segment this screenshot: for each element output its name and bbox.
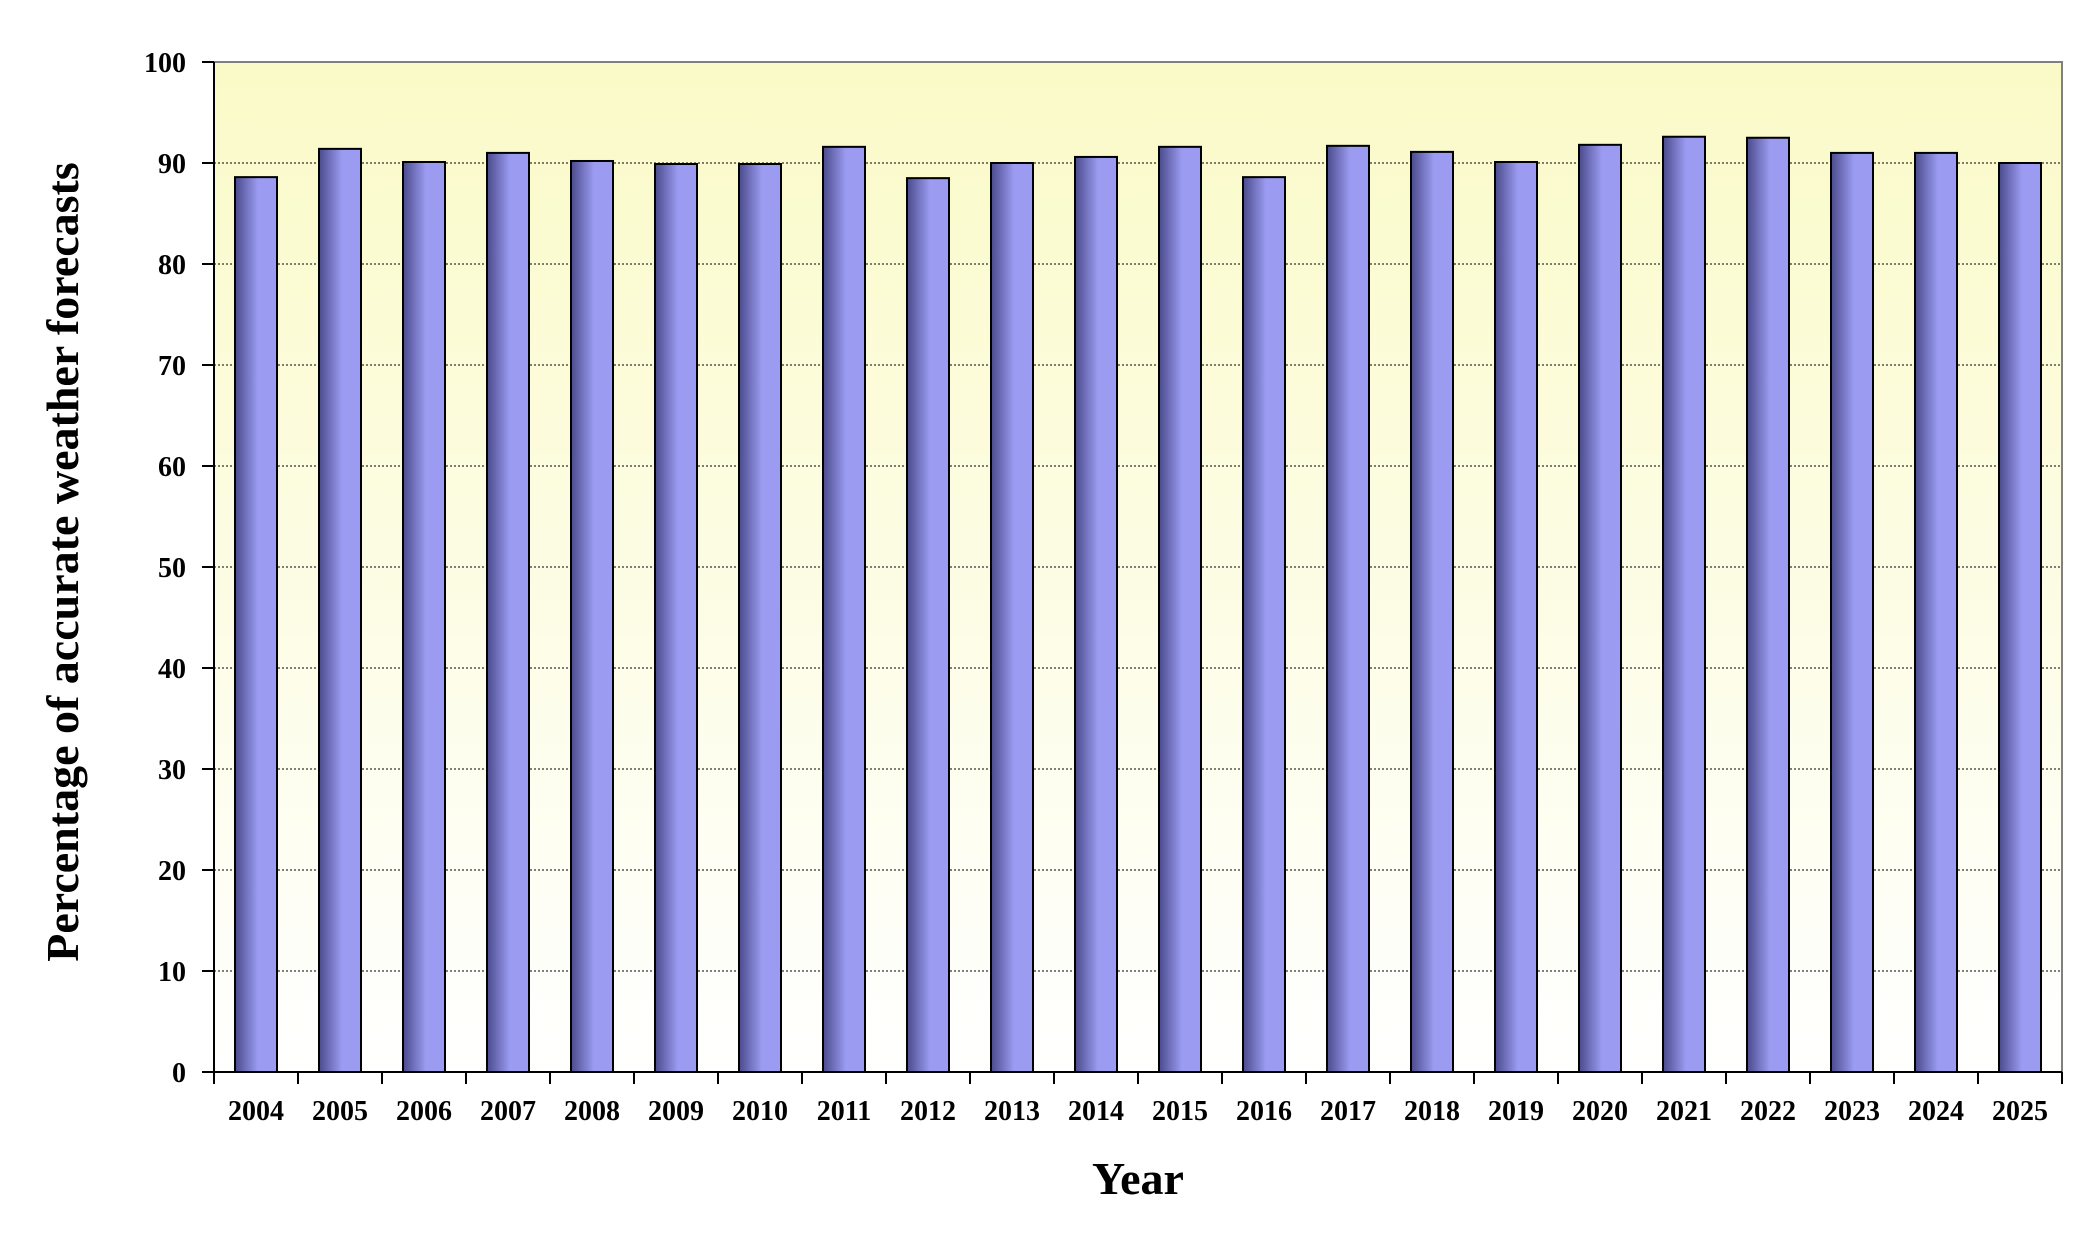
x-tick-label-2006: 2006 [396, 1096, 452, 1127]
bar-2017 [1326, 144, 1370, 1073]
x-tick-label-2004: 2004 [228, 1096, 284, 1127]
bar-2018 [1410, 150, 1454, 1073]
bar-2005 [318, 147, 362, 1074]
bar-2013 [990, 162, 1034, 1073]
x-tick-label-2009: 2009 [648, 1096, 704, 1127]
bar-2011 [822, 145, 866, 1073]
y-tick-label: 70 [158, 351, 186, 382]
bars [234, 135, 2042, 1074]
x-tick-label-2025: 2025 [1992, 1096, 2048, 1127]
x-tick-label-2017: 2017 [1320, 1096, 1376, 1127]
y-tick-label: 20 [158, 856, 186, 887]
x-tick-label-2019: 2019 [1488, 1096, 1544, 1127]
x-tick-label-2012: 2012 [900, 1096, 956, 1127]
x-tick-label-2022: 2022 [1740, 1096, 1796, 1127]
bar-2021 [1662, 135, 1706, 1074]
x-axis-title: Year [1092, 1153, 1184, 1204]
axes [202, 61, 2063, 1084]
bar-2023 [1830, 151, 1874, 1073]
bar-2024 [1914, 151, 1958, 1073]
y-axis-title: Percentage of accurate weather forecasts [37, 162, 88, 962]
x-tick-label-2007: 2007 [480, 1096, 536, 1127]
bar-2019 [1494, 160, 1538, 1074]
y-tick-label: 0 [172, 1058, 186, 1089]
x-tick-label-2016: 2016 [1236, 1096, 1292, 1127]
bar-2012 [906, 177, 950, 1073]
bar-2020 [1578, 143, 1622, 1073]
y-tick-label: 60 [158, 452, 186, 483]
x-tick-label-2024: 2024 [1908, 1096, 1964, 1127]
y-tick-label: 50 [158, 553, 186, 584]
x-tick-label-2005: 2005 [312, 1096, 368, 1127]
x-tick-label-2021: 2021 [1656, 1096, 1712, 1127]
x-tick-label-2011: 2011 [817, 1096, 871, 1127]
y-tick-label: 100 [144, 48, 186, 79]
y-tick-label: 40 [158, 654, 186, 685]
y-tick-label: 30 [158, 755, 186, 786]
x-tick-label-2010: 2010 [732, 1096, 788, 1127]
bar-2004 [234, 176, 278, 1073]
bar-2015 [1158, 145, 1202, 1073]
y-tick-label: 80 [158, 250, 186, 281]
y-tick-labels: 0 10 20 30 40 50 60 70 80 90 100 [144, 48, 186, 1089]
y-tick-label: 10 [158, 957, 186, 988]
bar-2014 [1074, 155, 1118, 1073]
bar-2009 [654, 163, 698, 1073]
x-tick-label-2013: 2013 [984, 1096, 1040, 1127]
x-tick-label-2023: 2023 [1824, 1096, 1880, 1127]
bar-2010 [738, 163, 782, 1073]
x-tick-labels: 2004 2005 2006 2007 2008 2009 2010 2011 2012 2013… [228, 1096, 2048, 1127]
x-tick-label-2015: 2015 [1152, 1096, 1208, 1127]
x-tick-label-2018: 2018 [1404, 1096, 1460, 1127]
bar-2008 [570, 159, 614, 1074]
x-tick-label-2014: 2014 [1068, 1096, 1124, 1127]
bar-2006 [402, 160, 446, 1074]
bar-2016 [1242, 176, 1286, 1073]
x-tick-label-2008: 2008 [564, 1096, 620, 1127]
bar-2022 [1746, 136, 1790, 1073]
bar-2025 [1998, 162, 2042, 1073]
bar-2007 [486, 151, 530, 1073]
x-tick-label-2020: 2020 [1572, 1096, 1628, 1127]
y-tick-label: 90 [158, 149, 186, 180]
